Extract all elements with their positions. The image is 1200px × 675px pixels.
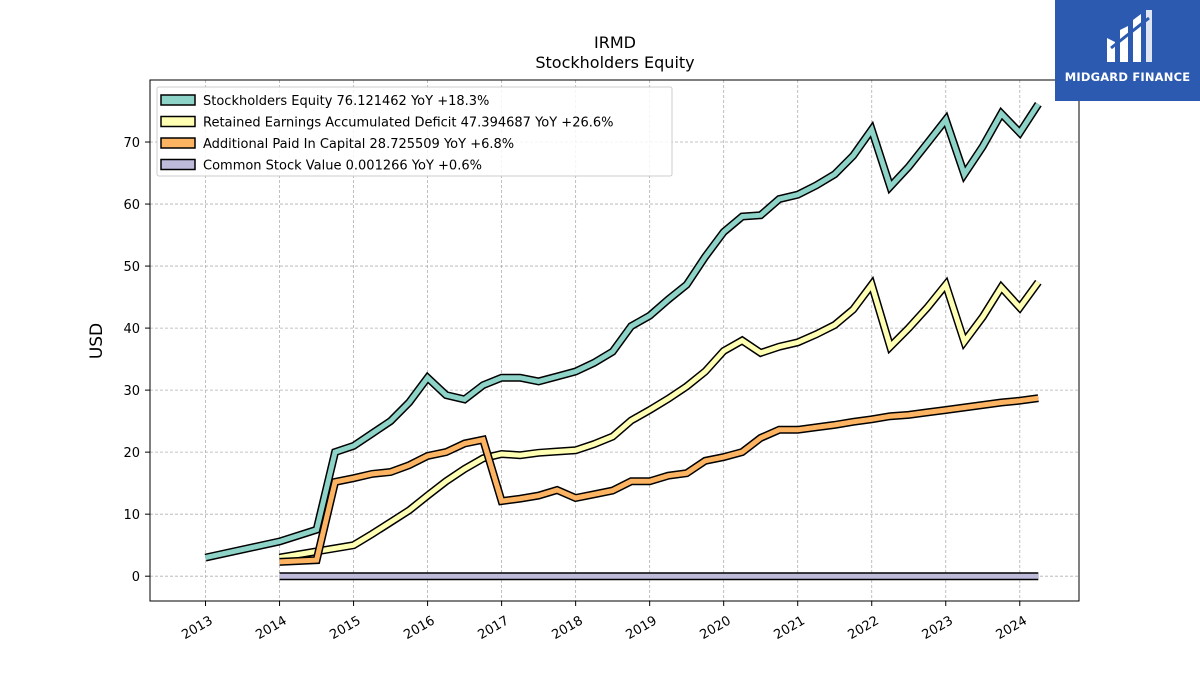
chart-subtitle: Stockholders Equity <box>535 53 694 72</box>
y-tick-label: 30 <box>123 384 140 399</box>
legend-swatch <box>160 115 196 128</box>
legend-entry: Retained Earnings Accumulated Deficit 47… <box>203 116 614 131</box>
x-tick-label: 2017 <box>475 613 511 643</box>
y-tick-label: 0 <box>132 570 140 585</box>
x-tick-label: 2023 <box>920 613 956 643</box>
legend-entry: Stockholders Equity 76.121462 YoY +18.3% <box>203 94 489 109</box>
series-1 <box>278 275 1042 562</box>
series-line <box>204 102 1041 561</box>
y-tick-label: 70 <box>123 136 140 151</box>
x-tick-label: 2014 <box>253 613 289 643</box>
brand-mark-icon <box>1107 10 1152 62</box>
y-axis-label: USD <box>87 323 107 359</box>
x-tick-label: 2020 <box>698 613 734 643</box>
x-tick-label: 2022 <box>846 613 882 643</box>
brand-name: MIDGARD FINANCE <box>1064 70 1191 84</box>
series-layer <box>204 102 1042 581</box>
legend-entry: Additional Paid In Capital 28.725509 YoY… <box>203 137 514 152</box>
x-tick-label: 2013 <box>179 613 215 643</box>
series-line <box>279 395 1039 565</box>
series-2 <box>279 394 1039 566</box>
tick-layer: 0 10 20 30 40 50 60 70 2013 2014 2015 2016 2017 2018 2… <box>123 136 1029 643</box>
legend-swatch <box>160 158 196 171</box>
y-tick-label: 10 <box>123 508 140 523</box>
brand-logo: MIDGARD FINANCE <box>1055 0 1200 101</box>
x-tick-label: 2019 <box>624 613 660 643</box>
legend: Stockholders Equity 76.121462 YoY +18.3%… <box>156 86 673 177</box>
legend-entry: Common Stock Value 0.001266 YoY +0.6% <box>203 159 482 174</box>
y-tick-label: 20 <box>123 446 140 461</box>
legend-box <box>156 86 673 177</box>
y-tick-label: 50 <box>123 260 140 275</box>
legend-swatch <box>160 137 196 149</box>
x-tick-label: 2018 <box>549 613 585 643</box>
chart-title: IRMD <box>594 33 636 52</box>
legend-swatch <box>160 94 196 106</box>
series-0 <box>204 102 1042 562</box>
x-tick-label: 2015 <box>327 613 363 643</box>
y-tick-label: 40 <box>123 322 140 337</box>
y-tick-label: 60 <box>123 198 140 213</box>
x-tick-label: 2016 <box>401 613 437 643</box>
plot-frame <box>149 79 1080 602</box>
x-tick-label: 2021 <box>772 613 808 643</box>
x-tick-label: 2024 <box>994 613 1030 643</box>
series-line <box>279 279 1041 561</box>
